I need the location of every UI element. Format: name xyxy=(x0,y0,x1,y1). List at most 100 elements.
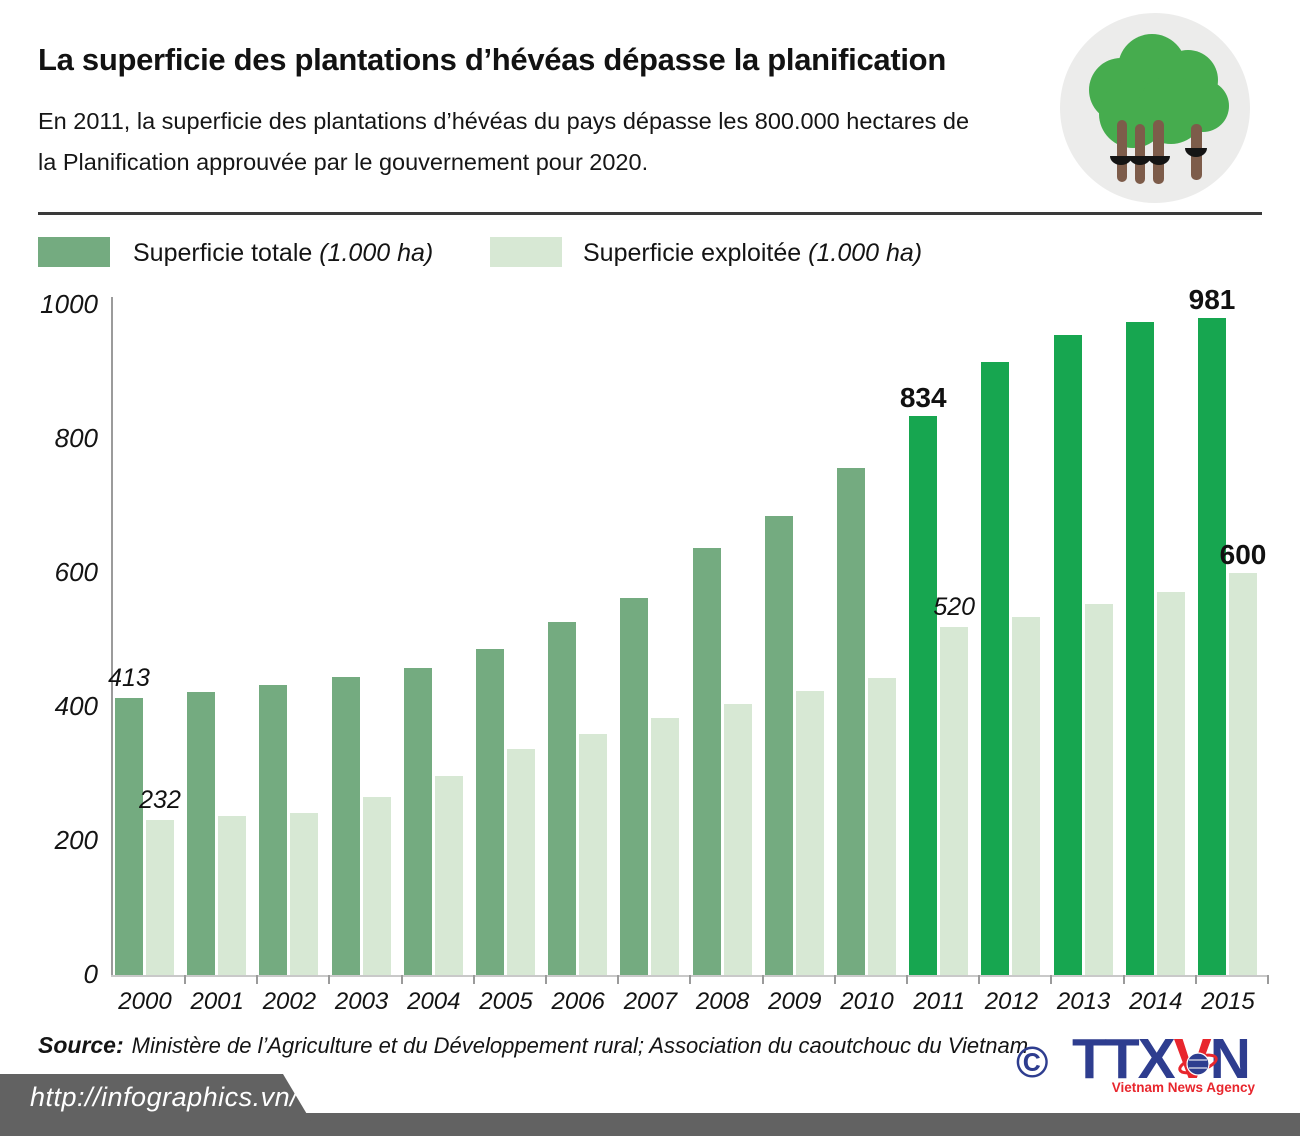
value-label-exploited-2000: 232 xyxy=(139,785,181,814)
legend-swatch-total xyxy=(38,237,110,267)
x-axis-tick xyxy=(978,975,981,984)
bar-total-2007 xyxy=(620,598,649,975)
x-axis-tick xyxy=(328,975,331,984)
subtitle-line-1: En 2011, la superficie des plantations d… xyxy=(38,108,970,134)
x-axis-tick xyxy=(1050,975,1053,984)
bar-exploited-2010 xyxy=(868,678,896,975)
legend-unit-total: (1.000 ha) xyxy=(319,239,434,267)
bar-total-2000 xyxy=(115,698,143,975)
x-axis-label-2012: 2012 xyxy=(984,988,1039,1015)
bar-exploited-2009 xyxy=(795,690,824,975)
bar-exploited-2008 xyxy=(723,704,752,975)
value-label-total-2015: 981 xyxy=(1188,283,1236,315)
value-label-total-2000: 413 xyxy=(108,664,150,693)
y-axis-line xyxy=(111,297,113,975)
bar-exploited-2006 xyxy=(579,733,608,975)
bar-total-2005 xyxy=(476,648,504,975)
x-axis-label-2002: 2002 xyxy=(262,988,317,1015)
bar-total-2003 xyxy=(331,676,360,975)
globe-icon xyxy=(1178,1052,1218,1076)
x-axis-label-2008: 2008 xyxy=(695,988,750,1015)
rubber-trees-icon xyxy=(1060,13,1250,203)
bar-total-2015 xyxy=(1198,317,1226,975)
x-axis-label-2011: 2011 xyxy=(913,988,965,1015)
x-axis-tick xyxy=(1194,975,1197,984)
x-axis-label-2013: 2013 xyxy=(1056,988,1111,1015)
value-label-total-2011: 834 xyxy=(899,382,947,414)
x-axis-tick xyxy=(545,975,547,984)
y-axis-label: 400 xyxy=(54,691,98,721)
x-axis-label-2007: 2007 xyxy=(623,988,678,1015)
x-axis-label-2015: 2015 xyxy=(1201,988,1255,1015)
footer-url: http://infographics.vn/ xyxy=(30,1082,299,1112)
x-axis-tick xyxy=(256,975,259,984)
source-text: Ministère de l’Agriculture et du Dévelop… xyxy=(131,1033,1029,1058)
y-axis-label: 0 xyxy=(83,959,98,989)
y-axis-label: 800 xyxy=(54,423,98,453)
bar-exploited-2000 xyxy=(146,819,174,975)
bar-exploited-2005 xyxy=(507,749,535,975)
bar-total-2002 xyxy=(259,684,288,975)
bar-total-2011 xyxy=(909,416,938,975)
x-axis-tick xyxy=(184,975,186,984)
x-axis-label-2006: 2006 xyxy=(551,988,605,1015)
footer-ribbon-strip xyxy=(0,1113,1300,1136)
x-axis-tick xyxy=(1122,975,1125,984)
subtitle-line-2: la Planification approuvée par le gouver… xyxy=(38,149,649,175)
legend-unit-exploited: (1.000 ha) xyxy=(808,239,923,267)
legend-label-exploited: Superficie exploitée (1.000 ha) xyxy=(583,239,922,268)
x-axis-tick xyxy=(761,975,764,984)
bar-exploited-2004 xyxy=(434,776,463,975)
x-axis-label-2001: 2001 xyxy=(190,988,244,1015)
legend-label-total: Superficie totale (1.000 ha) xyxy=(133,239,433,268)
bar-exploited-2015 xyxy=(1229,573,1257,975)
bar-exploited-2002 xyxy=(290,812,319,975)
x-axis-label-2014: 2014 xyxy=(1129,988,1183,1015)
logo-ttx: TTX xyxy=(1072,1027,1176,1091)
legend-swatch-exploited xyxy=(490,237,562,267)
x-axis-tick xyxy=(472,975,475,984)
source-prefix: Source: xyxy=(38,1032,124,1058)
x-axis-tick xyxy=(400,975,403,984)
x-axis-label-2004: 2004 xyxy=(407,988,461,1015)
legend-text-exploited: Superficie exploitée xyxy=(583,239,802,267)
bar-exploited-2014 xyxy=(1156,591,1185,975)
bar-total-2009 xyxy=(764,516,793,975)
page-subtitle: En 2011, la superficie des plantations d… xyxy=(38,101,998,183)
bar-total-2013 xyxy=(1053,335,1082,975)
y-axis-label: 1000 xyxy=(40,289,98,319)
footer-ribbon-block xyxy=(0,1074,320,1136)
bar-exploited-2012 xyxy=(1012,616,1041,975)
bar-exploited-2013 xyxy=(1084,604,1113,975)
x-axis-label-2005: 2005 xyxy=(479,988,533,1015)
x-axis-tick xyxy=(617,975,620,984)
x-axis-label-2009: 2009 xyxy=(768,988,822,1015)
y-axis-label: 600 xyxy=(54,557,98,587)
bar-total-2001 xyxy=(187,692,216,975)
x-axis-label-2010: 2010 xyxy=(840,988,894,1015)
copyright-icon: © xyxy=(1016,1038,1049,1087)
x-axis-tick xyxy=(906,975,908,984)
legend-text-total: Superficie totale xyxy=(133,239,313,267)
bar-exploited-2011 xyxy=(940,626,969,975)
x-axis-label-2000: 2000 xyxy=(118,988,172,1015)
bar-total-2014 xyxy=(1125,321,1154,975)
value-label-exploited-2015: 600 xyxy=(1219,539,1267,570)
source-line: Source: Ministère de l’Agriculture et du … xyxy=(38,1032,1028,1059)
bar-total-2008 xyxy=(692,547,721,975)
bar-total-2006 xyxy=(548,621,577,975)
x-axis-tick xyxy=(1267,975,1269,984)
bar-exploited-2007 xyxy=(651,718,680,975)
x-axis-tick xyxy=(833,975,836,984)
x-axis-tick xyxy=(689,975,692,984)
y-axis-label: 200 xyxy=(54,825,98,855)
vna-tagline: Vietnam News Agency xyxy=(1111,1080,1255,1095)
bar-total-2012 xyxy=(981,361,1010,975)
x-axis-label-2003: 2003 xyxy=(334,988,389,1015)
bar-total-2010 xyxy=(837,467,865,975)
page-title: La superficie des plantations d’hévéas d… xyxy=(38,42,946,77)
header-divider xyxy=(38,212,1262,215)
bar-exploited-2003 xyxy=(362,797,391,975)
